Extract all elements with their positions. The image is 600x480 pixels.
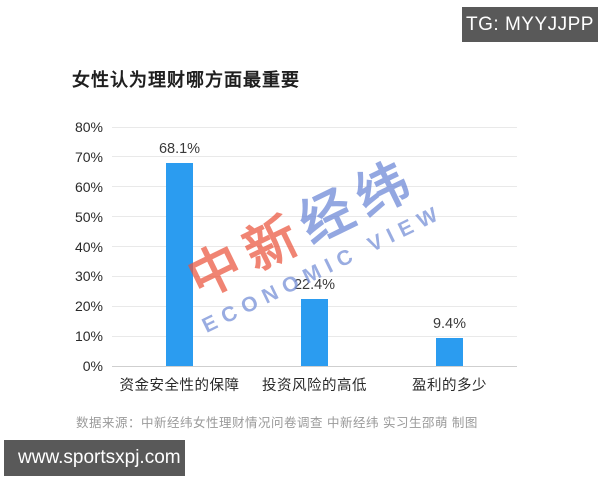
- y-axis-tick-label: 60%: [74, 178, 103, 195]
- gridline: [112, 275, 517, 277]
- bar: [436, 337, 463, 366]
- y-axis-tick-label: 20%: [74, 298, 103, 315]
- gridline: [112, 216, 517, 218]
- bar-value-label: 68.1%: [158, 140, 201, 157]
- bar: [166, 162, 193, 366]
- gridline: [112, 126, 517, 128]
- y-axis-tick-label: 0%: [82, 358, 103, 374]
- bar-chart-plot-area: 中新经纬 ECONOMIC VIEW 0% 10% 20% 30% 40% 50% 60% 7…: [75, 119, 517, 394]
- x-axis-category-label: 资金安全性的保障: [119, 378, 240, 394]
- watermark-brand-part2: 经纬: [291, 148, 429, 255]
- y-axis-tick-label: 40%: [74, 238, 103, 255]
- x-axis-category-label: 投资风险的高低: [262, 378, 367, 394]
- x-axis-category-label: 盈利的多少: [412, 378, 487, 394]
- site-url-bar[interactable]: www.sportsxpj.com: [4, 440, 185, 476]
- y-axis-tick-label: 10%: [74, 328, 103, 345]
- source-note: 数据来源：中新经纬女性理财情况问卷调查 中新经纬 实习生邵萌 制图: [76, 416, 478, 430]
- telegram-contact-label: TG: MYYJJPP: [466, 13, 594, 35]
- gridline: [112, 246, 517, 247]
- bar-value-label: 9.4%: [432, 315, 467, 332]
- y-axis-tick-label: 80%: [74, 119, 103, 135]
- y-axis-tick-label: 30%: [74, 268, 103, 285]
- telegram-contact-badge[interactable]: TG: MYYJJPP: [462, 7, 598, 42]
- chart-title: 女性认为理财哪方面最重要: [72, 70, 300, 90]
- bar: [301, 299, 328, 366]
- watermark-brand-part1: 中新: [179, 202, 317, 310]
- bar-value-label: 22.4%: [293, 277, 336, 294]
- y-axis-tick-label: 70%: [74, 148, 103, 165]
- gridline: [112, 365, 517, 367]
- site-url-label: www.sportsxpj.com: [18, 447, 181, 468]
- gridline: [112, 156, 517, 158]
- gridline: [112, 186, 517, 188]
- y-axis-tick-label: 50%: [74, 208, 103, 225]
